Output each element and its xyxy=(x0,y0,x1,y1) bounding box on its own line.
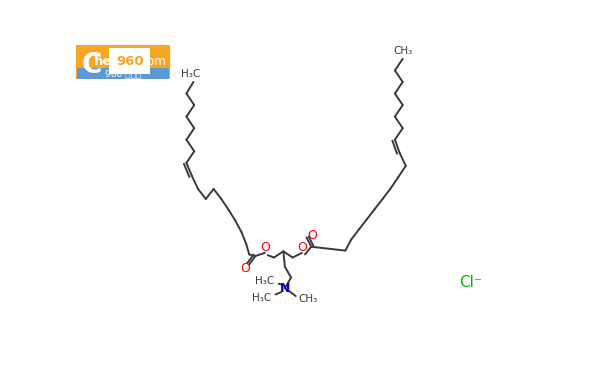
Text: .com: .com xyxy=(137,55,166,68)
Text: Cl⁻: Cl⁻ xyxy=(459,274,482,290)
Bar xyxy=(77,68,169,79)
Text: H₃C: H₃C xyxy=(181,69,200,79)
Text: N: N xyxy=(280,282,290,295)
Text: hem: hem xyxy=(94,55,126,68)
Text: C: C xyxy=(82,51,102,79)
Text: CH₃: CH₃ xyxy=(393,46,412,56)
Text: H₃C: H₃C xyxy=(252,292,271,303)
Text: O: O xyxy=(260,241,270,254)
Text: H₃C: H₃C xyxy=(255,276,274,286)
Text: 960 化工网: 960 化工网 xyxy=(105,69,141,78)
Text: O: O xyxy=(297,241,307,254)
Text: O: O xyxy=(307,229,317,242)
Text: 960: 960 xyxy=(116,55,143,68)
FancyBboxPatch shape xyxy=(76,45,170,79)
Text: O: O xyxy=(240,262,250,275)
Text: CH₃: CH₃ xyxy=(298,294,318,304)
